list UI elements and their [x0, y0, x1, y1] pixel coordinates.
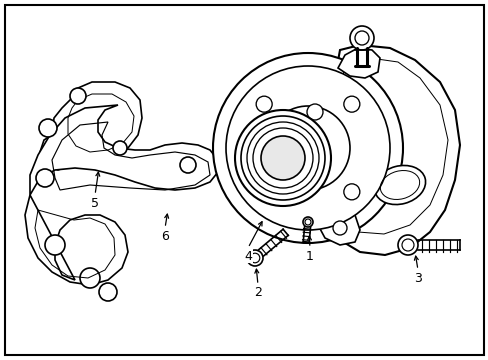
Circle shape: [246, 250, 263, 266]
Text: 3: 3: [413, 271, 421, 284]
Circle shape: [70, 88, 86, 104]
Circle shape: [213, 53, 402, 243]
Circle shape: [343, 96, 359, 112]
Circle shape: [235, 110, 330, 206]
Circle shape: [332, 221, 346, 235]
Circle shape: [305, 219, 310, 225]
Text: 4: 4: [244, 249, 251, 262]
Polygon shape: [305, 95, 339, 130]
Circle shape: [401, 239, 413, 251]
Circle shape: [45, 235, 65, 255]
Circle shape: [303, 217, 312, 227]
Text: 5: 5: [91, 197, 99, 210]
Polygon shape: [52, 82, 142, 162]
Circle shape: [39, 119, 57, 137]
Text: 1: 1: [305, 249, 313, 262]
Circle shape: [261, 136, 305, 180]
Text: 6: 6: [161, 230, 168, 243]
Circle shape: [250, 253, 259, 263]
Circle shape: [256, 96, 272, 112]
Circle shape: [397, 235, 417, 255]
Circle shape: [99, 283, 117, 301]
Circle shape: [354, 31, 368, 45]
Circle shape: [180, 157, 196, 173]
Circle shape: [343, 184, 359, 200]
Circle shape: [241, 116, 325, 200]
Circle shape: [349, 26, 373, 50]
Circle shape: [306, 104, 323, 120]
Ellipse shape: [374, 166, 425, 204]
Circle shape: [256, 184, 272, 200]
Circle shape: [113, 141, 127, 155]
Polygon shape: [40, 135, 80, 170]
Circle shape: [265, 106, 349, 190]
Circle shape: [36, 169, 54, 187]
Circle shape: [80, 268, 100, 288]
Circle shape: [225, 66, 389, 230]
Polygon shape: [30, 105, 218, 195]
Polygon shape: [317, 208, 359, 245]
Polygon shape: [25, 195, 128, 285]
Polygon shape: [337, 48, 379, 78]
Text: 2: 2: [254, 287, 262, 300]
Polygon shape: [317, 45, 459, 255]
